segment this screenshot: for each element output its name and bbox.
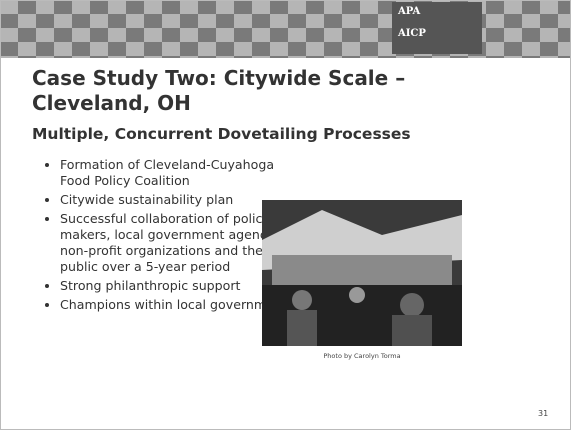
slide-subtitle: Multiple, Concurrent Dovetailing Process… — [32, 125, 411, 143]
slide-title: Case Study Two: Citywide Scale – Clevela… — [32, 66, 452, 116]
bullet: Citywide sustainability plan — [60, 192, 292, 208]
bullet: Strong philanthropic support — [60, 278, 292, 294]
header-banner: APA AICP — [0, 0, 571, 58]
bullet: Successful collaboration of policy maker… — [60, 211, 292, 275]
logo: APA AICP — [392, 2, 482, 54]
bullet: Champions within local government — [60, 297, 292, 313]
photo-caption: Photo by Carolyn Torma — [262, 352, 462, 360]
logo-text: APA — [398, 6, 420, 17]
bullet-list: Formation of Cleveland-Cuyahoga Food Pol… — [42, 157, 292, 316]
logo-text: AICP — [398, 28, 426, 39]
slide: APA AICP Case Study Two: Citywide Scale … — [0, 0, 571, 430]
photo — [262, 200, 462, 346]
bullet: Formation of Cleveland-Cuyahoga Food Pol… — [60, 157, 292, 189]
page-number: 31 — [538, 409, 548, 418]
